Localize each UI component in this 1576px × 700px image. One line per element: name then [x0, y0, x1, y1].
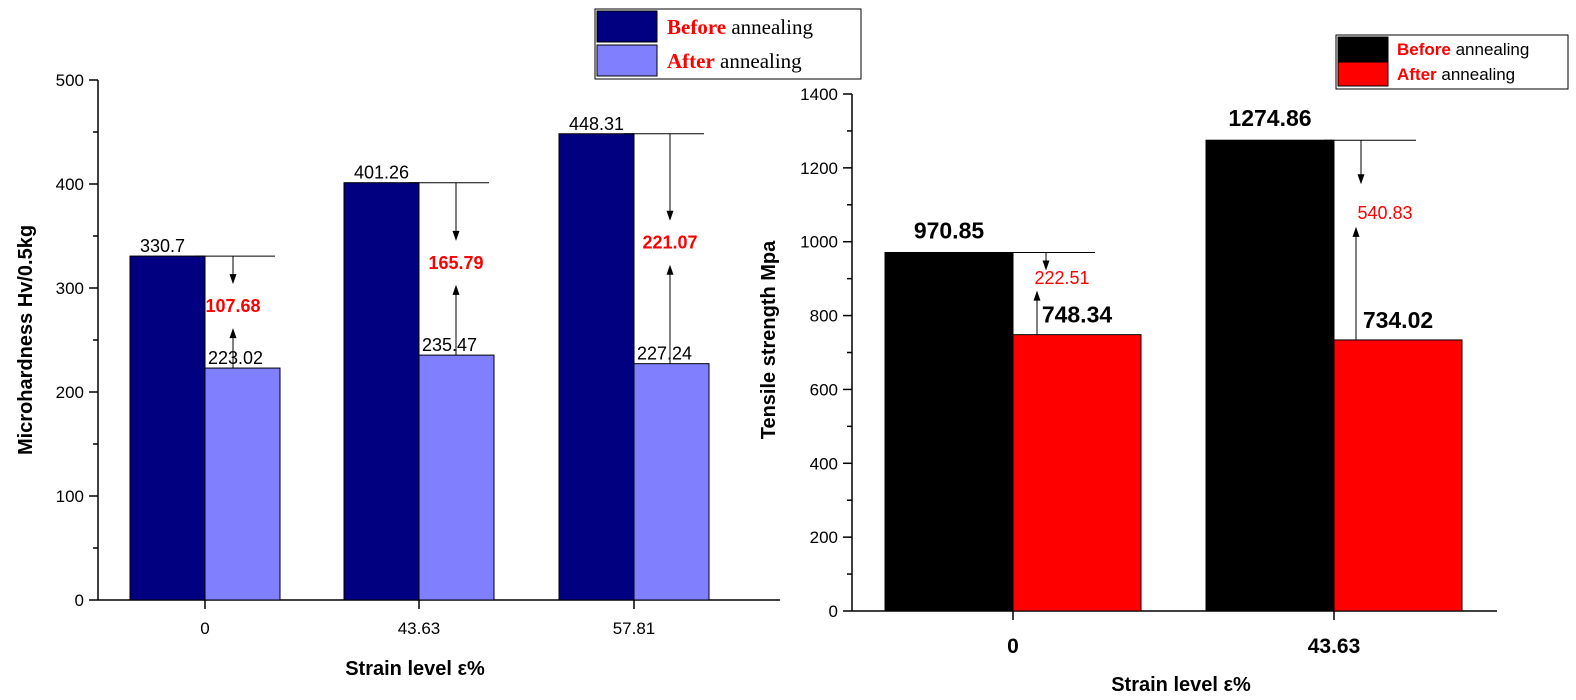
y-tick-label: 100 — [56, 487, 84, 506]
bar-after-annealing — [633, 363, 710, 601]
legend-swatch — [1337, 36, 1389, 62]
data-label-after: 223.02 — [208, 348, 263, 368]
bar-before-annealing — [129, 255, 206, 601]
data-label-after: 227.24 — [637, 344, 692, 364]
legend-entry: Before annealing — [1397, 40, 1529, 59]
difference-label: 165.79 — [428, 253, 483, 273]
arrow-up-head — [452, 284, 460, 295]
legend-prefix: Before — [667, 15, 726, 39]
x-tick-label: 0 — [1007, 635, 1019, 658]
legend-entry: After annealing — [667, 49, 802, 73]
data-label-before: 401.26 — [354, 163, 409, 183]
legend-series-name: annealing — [715, 49, 802, 73]
bar-after-annealing — [1012, 334, 1142, 612]
legend-entry: After annealing — [1397, 65, 1515, 84]
arrow-up-head — [666, 264, 674, 275]
y-tick-label: 1400 — [800, 85, 838, 104]
legend-swatch — [596, 10, 658, 43]
y-tick-label: 400 — [56, 175, 84, 194]
legend-series-name: annealing — [1451, 40, 1529, 59]
y-tick-label: 300 — [56, 279, 84, 298]
y-tick-label: 0 — [75, 591, 84, 610]
y-tick-label: 500 — [56, 71, 84, 90]
arrow-down-head — [1042, 260, 1050, 271]
legend-prefix: Before — [1397, 40, 1451, 59]
legend-prefix: After — [1397, 65, 1437, 84]
bar-before-annealing — [558, 133, 635, 601]
bar-after-annealing — [1333, 339, 1463, 612]
y-tick-label: 600 — [810, 380, 838, 399]
data-label-after: 734.02 — [1363, 307, 1433, 333]
x-axis-title: Strain level ε% — [345, 658, 485, 680]
legend-swatch — [1337, 61, 1389, 87]
x-tick-label: 43.63 — [398, 619, 441, 638]
data-label-before: 970.85 — [914, 217, 985, 243]
difference-label: 221.07 — [642, 233, 697, 253]
data-label-before: 1274.86 — [1228, 105, 1311, 131]
arrow-down-head — [229, 274, 237, 285]
bar-after-annealing — [418, 354, 495, 601]
y-axis-title: Tensile strength Mpa — [758, 240, 780, 439]
x-tick-label: 0 — [200, 619, 209, 638]
difference-label: 107.68 — [205, 296, 260, 316]
y-axis-title: Microhardness Hv/0.5kg — [15, 225, 37, 455]
bar-before-annealing — [343, 182, 420, 601]
y-tick-label: 1200 — [800, 159, 838, 178]
difference-label: 540.83 — [1357, 203, 1412, 223]
x-tick-label: 43.63 — [1308, 635, 1361, 658]
bar-after-annealing — [204, 367, 281, 601]
data-label-after: 235.47 — [422, 335, 477, 355]
y-tick-label: 400 — [810, 454, 838, 473]
arrow-down-head — [1357, 174, 1365, 185]
bar-before-annealing — [1205, 139, 1335, 612]
bar-before-annealing — [884, 251, 1014, 612]
x-tick-label: 57.81 — [613, 619, 656, 638]
arrow-down-head — [666, 210, 674, 221]
y-tick-label: 800 — [810, 307, 838, 326]
legend-prefix: After — [667, 49, 715, 73]
legend-entry: Before annealing — [667, 15, 813, 39]
x-axis-title: Strain level ε% — [1111, 674, 1251, 696]
y-tick-label: 200 — [810, 528, 838, 547]
y-tick-label: 1000 — [800, 233, 838, 252]
legend-series-name: annealing — [726, 15, 813, 39]
data-label-after: 748.34 — [1042, 302, 1113, 328]
data-label-before: 448.31 — [569, 114, 624, 134]
legend-series-name: annealing — [1437, 65, 1515, 84]
arrow-up-head — [229, 328, 237, 339]
y-tick-label: 200 — [56, 383, 84, 402]
arrow-up-head — [1352, 226, 1360, 237]
arrow-up-head — [1033, 290, 1041, 301]
data-label-before: 330.7 — [140, 236, 185, 256]
arrow-down-head — [452, 230, 460, 241]
y-tick-label: 0 — [829, 602, 838, 621]
legend-swatch — [596, 44, 658, 77]
difference-label: 222.51 — [1034, 268, 1089, 288]
